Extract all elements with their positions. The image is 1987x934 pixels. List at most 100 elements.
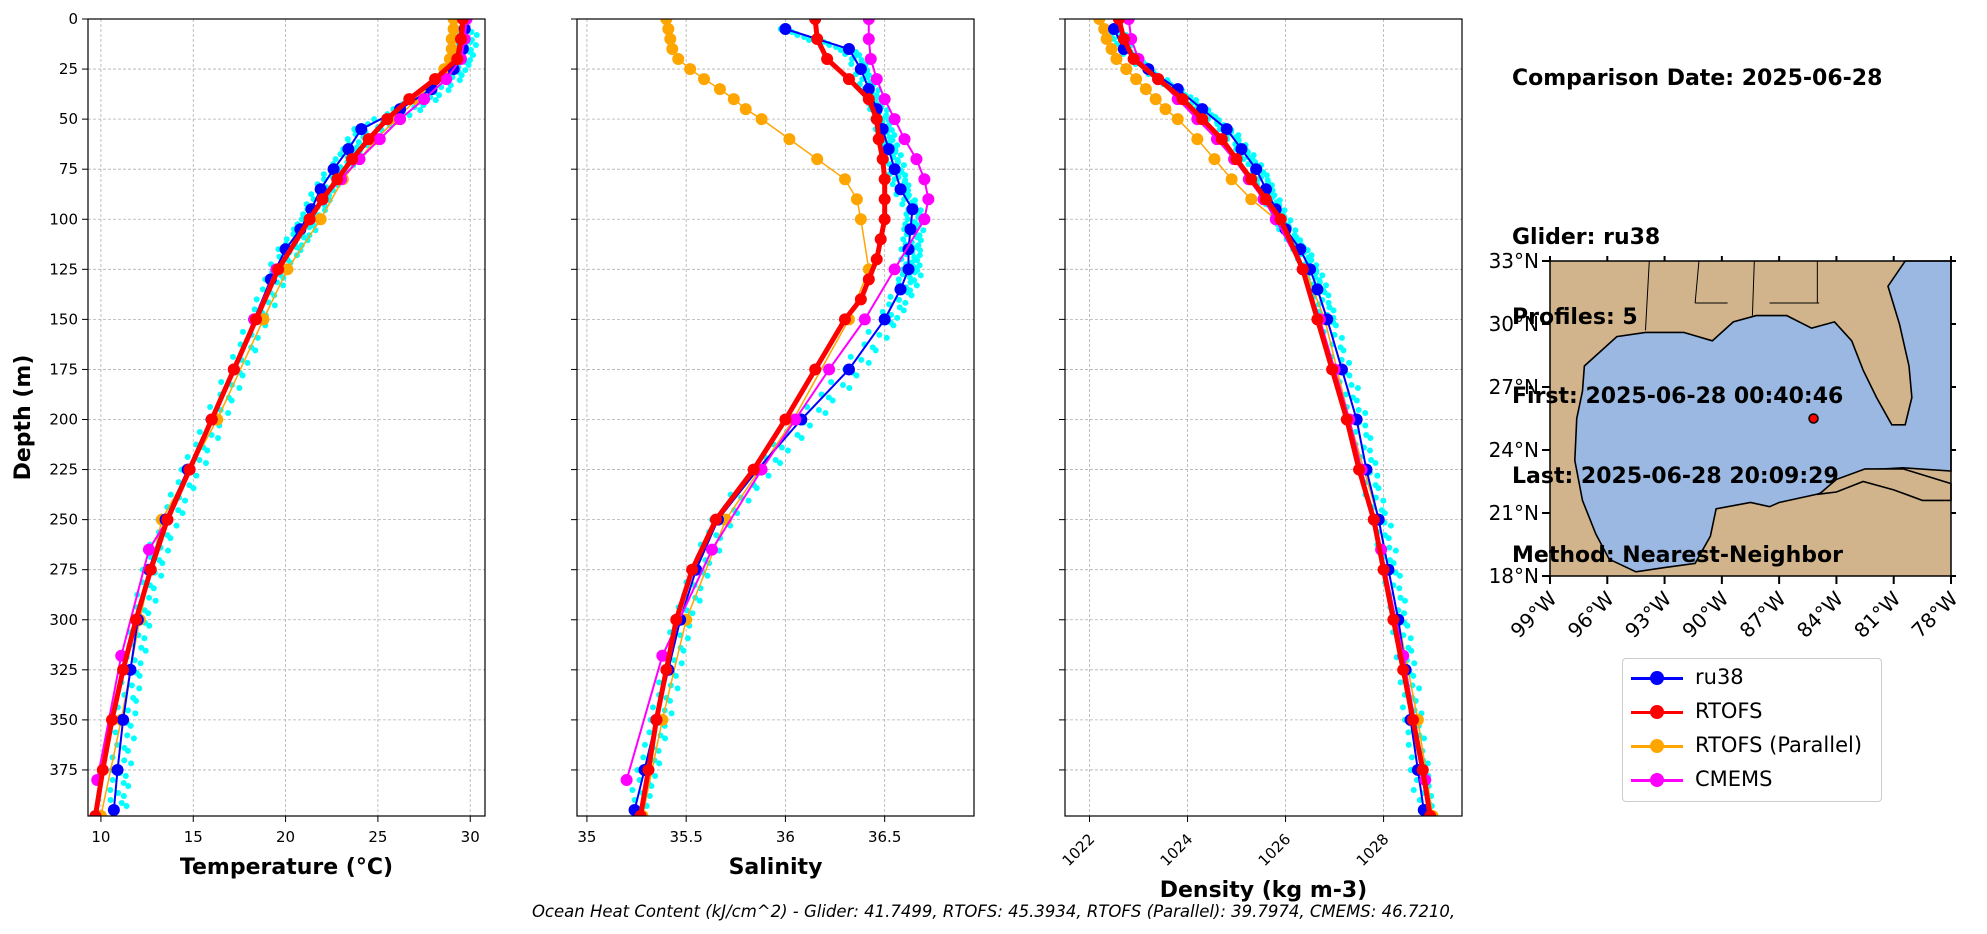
glider-raw-point	[179, 510, 186, 517]
glider-raw-point	[1287, 217, 1294, 224]
series-point-rtofs	[1196, 113, 1209, 126]
glider-raw-point	[1396, 585, 1403, 592]
y-tick-label: 225	[49, 461, 78, 479]
legend-item-rtofs-parallel: RTOFS (Parallel)	[1623, 729, 1879, 763]
plot-area	[1093, 19, 1439, 816]
series-point-rtofs	[106, 713, 119, 726]
glider-raw-point	[1330, 307, 1337, 314]
series-point-rtofs-parallel-	[698, 73, 711, 86]
glider-location-marker	[1808, 413, 1819, 424]
glider-raw-point	[124, 747, 131, 754]
series-point-rtofs	[1296, 263, 1309, 276]
glider-raw-point	[864, 74, 871, 81]
series-point-cmems	[394, 113, 407, 126]
glider-raw-point	[190, 485, 197, 492]
legend-marker	[1650, 773, 1664, 787]
glider-raw-point	[445, 87, 452, 94]
glider-raw-point	[1353, 397, 1360, 404]
glider-raw-point	[136, 685, 143, 692]
legend-item-ru38: ru38	[1623, 661, 1879, 695]
ocean-heat-content-caption: Ocean Heat Content (kJ/cm^2) - Glider: 4…	[531, 902, 1456, 921]
series-point-rtofs-parallel-	[1130, 73, 1143, 86]
series-line-cmems	[96, 19, 468, 781]
map-state-border	[1644, 260, 1650, 331]
series-point-rtofs	[1416, 763, 1429, 776]
glider-raw-point	[777, 460, 784, 467]
series-point-rtofs	[1397, 663, 1410, 676]
series-point-ru38	[906, 203, 919, 216]
temperature-plot: 10 15 20 25 30025507510012515017520022525027…	[11, 10, 486, 880]
series-point-rtofs	[205, 413, 218, 426]
glider-raw-point	[124, 732, 131, 739]
glider-raw-point	[228, 397, 235, 404]
series-point-rtofs-parallel-	[1191, 133, 1204, 146]
y-tick-label: 75	[59, 160, 78, 178]
glider-raw-point	[251, 306, 258, 313]
y-tick-label: 100	[49, 210, 78, 228]
glider-raw-point	[1405, 741, 1412, 748]
glider-raw-point	[678, 660, 685, 667]
legend-label: CMEMS	[1695, 767, 1773, 791]
glider-raw-point	[1386, 544, 1393, 551]
glider-raw-point	[159, 560, 166, 567]
glider-raw-point	[1338, 334, 1345, 341]
series-point-cmems	[440, 73, 453, 86]
glider-raw-point	[886, 301, 893, 308]
series-point-rtofs-parallel-	[445, 33, 458, 46]
series-point-rtofs	[1230, 153, 1243, 166]
comparison-date: Comparison Date: 2025-06-28	[1512, 66, 1883, 91]
map-lon-label: 78°W	[1907, 586, 1963, 642]
glider-raw-point	[895, 296, 902, 303]
glider-raw-point	[839, 381, 846, 388]
series-point-rtofs	[1387, 613, 1400, 626]
map-lat-label: 21°N	[1489, 501, 1539, 525]
glider-raw-point	[127, 722, 134, 729]
glider-raw-point	[1397, 594, 1404, 601]
glider-raw-point	[355, 139, 362, 146]
glider-raw-point	[920, 227, 927, 234]
series-point-rtofs	[779, 413, 792, 426]
series-point-ru38	[878, 313, 891, 326]
glider-raw-point	[648, 782, 655, 789]
glider-raw-point	[456, 77, 463, 84]
series-point-rtofs-parallel-	[666, 43, 679, 56]
glider-raw-point	[674, 685, 681, 692]
series-point-rtofs	[183, 463, 196, 476]
info-panel: Comparison Date: 2025-06-28 Glider: ru38…	[1512, 13, 1882, 596]
glider-raw-point	[798, 435, 805, 442]
glider-raw-point	[239, 328, 246, 335]
series-point-cmems	[870, 73, 883, 86]
series-point-rtofs	[650, 713, 663, 726]
series-point-rtofs	[272, 263, 285, 276]
series-point-rtofs	[862, 273, 875, 286]
glider-raw-point	[906, 274, 913, 281]
glider-raw-point	[1404, 622, 1411, 629]
series-point-rtofs	[878, 173, 891, 186]
map-frame	[1549, 260, 1952, 577]
glider-raw-point	[121, 757, 128, 764]
glider-raw-point	[890, 322, 897, 329]
glider-raw-point	[913, 282, 920, 289]
series-point-rtofs-parallel-	[1149, 93, 1162, 106]
series-point-rtofs	[362, 133, 375, 146]
series-point-rtofs	[660, 663, 673, 676]
glider-raw-point	[300, 211, 307, 218]
glider-raw-point	[900, 236, 907, 243]
glider-raw-point	[689, 610, 696, 617]
glider-raw-point	[175, 507, 182, 514]
glider-raw-point	[891, 132, 898, 139]
glider-raw-point	[641, 741, 648, 748]
series-point-rtofs	[1117, 33, 1130, 46]
series-point-rtofs	[303, 213, 316, 226]
series-point-ru38	[111, 763, 124, 776]
x-tick-label: 20	[276, 828, 295, 846]
glider-raw-point	[704, 572, 711, 579]
glider-raw-point	[142, 647, 149, 654]
series-point-rtofs	[862, 93, 875, 106]
y-tick-label: 350	[49, 711, 78, 729]
glider-raw-point	[656, 679, 663, 686]
glider-raw-point	[876, 331, 883, 338]
glider-raw-point	[1410, 786, 1417, 793]
glider-raw-point	[865, 328, 872, 335]
glider-raw-point	[215, 435, 222, 442]
